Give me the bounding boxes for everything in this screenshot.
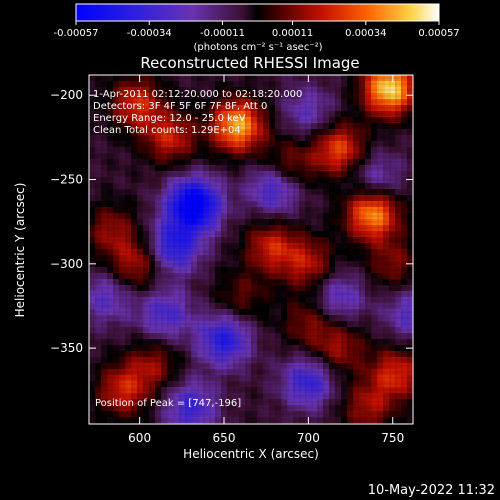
y-tick-label--350: −350 (50, 341, 83, 355)
annotation-detectors: Detectors: 3F 4F 5F 6F 7F 8F, Att 0 (93, 101, 267, 112)
colorbar-tick-label-3: 0.00011 (272, 28, 313, 39)
heatmap-pixel-grid (89, 75, 413, 424)
plot-frame (88, 74, 414, 425)
x-tick-label-700: 700 (297, 431, 320, 445)
footer-timestamp: 10-May-2022 11:32 (368, 483, 495, 498)
colorbar-units: (photons cm⁻² s⁻¹ asec⁻²) (193, 42, 322, 53)
colorbar-tick-label-5: 0.00057 (418, 28, 459, 39)
annotation-energy: Energy Range: 12.0 - 25.0 keV (93, 113, 246, 124)
x-axis-label: Heliocentric X (arcsec) (183, 447, 319, 461)
y-tick-label--300: −300 (50, 257, 83, 271)
x-tick-label-650: 650 (213, 431, 236, 445)
y-axis-label: Heliocentric Y (arcsec) (13, 183, 27, 318)
colorbar-gradient (75, 3, 440, 22)
annotation-time: 1-Apr-2011 02:12:20.000 to 02:18:20.000 (93, 89, 302, 100)
colorbar-tick-label-4: 0.00034 (345, 28, 386, 39)
axis-ticks: 600 650 700 750 −200 −250 −300 −350 (50, 75, 413, 445)
colorbar-tick-label-2: -0.00011 (200, 28, 245, 39)
annotation-peak: Position of Peak = [747,-196] (95, 398, 241, 409)
colorbar: -0.00057 -0.00034 -0.00011 0.00011 0.00034 0.… (54, 3, 460, 53)
colorbar-tick-label-0: -0.00057 (54, 28, 99, 39)
y-tick-label--200: −200 (50, 88, 83, 102)
x-tick-label-750: 750 (381, 431, 404, 445)
x-tick-label-600: 600 (128, 431, 151, 445)
y-tick-label--250: −250 (50, 173, 83, 187)
annotation-method: Clean Total counts: 1.29E+04 (93, 125, 241, 136)
annotation-block: 1-Apr-2011 02:12:20.000 to 02:18:20.000 … (93, 89, 302, 136)
chart-title: Reconstructed RHESSI Image (140, 54, 359, 72)
colorbar-tick-label-1: -0.00034 (127, 28, 172, 39)
colorbar-ticks: -0.00057 -0.00034 -0.00011 0.00011 0.00034 0.… (54, 21, 460, 39)
heatmap-area (89, 75, 413, 424)
